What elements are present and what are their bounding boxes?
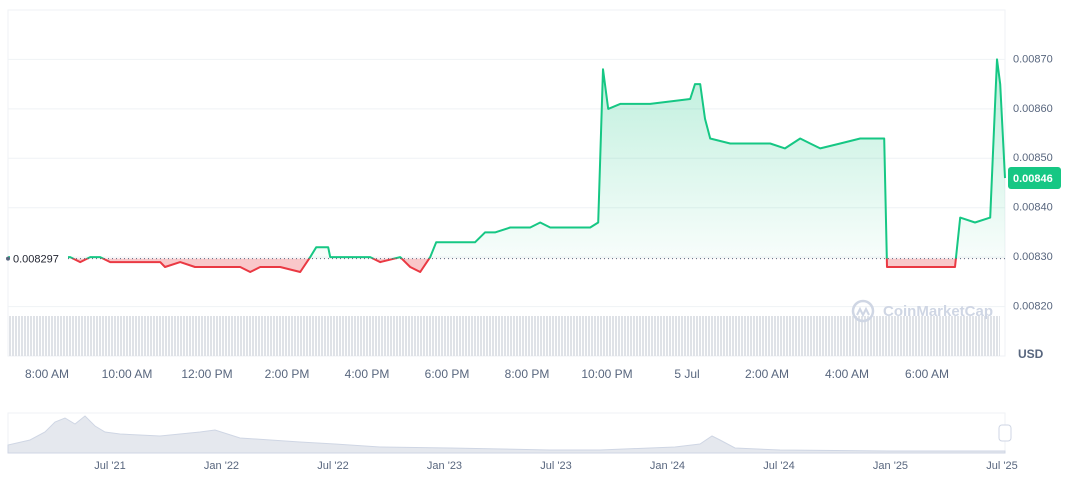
- x-tick-label: 4:00 AM: [825, 367, 869, 381]
- y-tick-label: 0.00830: [1013, 251, 1053, 263]
- x-tick-label: 5 Jul: [674, 367, 699, 381]
- navigator-area: [7, 415, 1006, 454]
- y-tick-label: 0.00860: [1013, 103, 1053, 115]
- watermark-logo: [851, 299, 875, 323]
- volume-bars: [8, 316, 1000, 356]
- baseline-label: 0.008297: [13, 254, 59, 266]
- navigator-label: Jan '24: [650, 460, 685, 472]
- currency-label: USD: [1018, 347, 1044, 361]
- x-tick-label: 10:00 AM: [102, 367, 153, 381]
- x-tick-label: 12:00 PM: [181, 367, 232, 381]
- price-line: [8, 58, 1006, 273]
- x-tick-label: 6:00 AM: [905, 367, 949, 381]
- navigator-label: Jul '23: [540, 460, 571, 472]
- baseline-tag: [10, 250, 68, 267]
- watermark: CoinMarketCap: [883, 303, 993, 320]
- navigator-label: Jul '24: [763, 460, 794, 472]
- x-tick-label: 2:00 AM: [745, 367, 789, 381]
- x-tick-label: 8:00 PM: [505, 367, 550, 381]
- area: [8, 59, 1005, 273]
- last-price-tag: [1008, 167, 1061, 190]
- navigator-label: Jul '22: [317, 460, 348, 472]
- last-price-label: 0.00846: [1013, 173, 1053, 185]
- y-tick-label: 0.00850: [1013, 152, 1053, 164]
- x-tick-label: 6:00 PM: [425, 367, 470, 381]
- x-tick-label: 8:00 AM: [25, 367, 69, 381]
- navigator-label: Jan '23: [427, 460, 462, 472]
- navigator-label: Jul '21: [94, 460, 125, 472]
- x-tick-label: 2:00 PM: [265, 367, 310, 381]
- navigator-label: Jul '25: [986, 460, 1017, 472]
- x-tick-label: 4:00 PM: [345, 367, 390, 381]
- y-tick-label: 0.00820: [1013, 300, 1053, 312]
- navigator-label: Jan '25: [873, 460, 908, 472]
- baseline-dot: [6, 256, 10, 261]
- y-tick-label: 0.00870: [1013, 53, 1053, 65]
- x-tick-label: 10:00 PM: [581, 367, 632, 381]
- navigator-handle[interactable]: [998, 424, 1012, 442]
- y-tick-label: 0.00840: [1013, 202, 1053, 214]
- navigator-label: Jan '22: [204, 460, 239, 472]
